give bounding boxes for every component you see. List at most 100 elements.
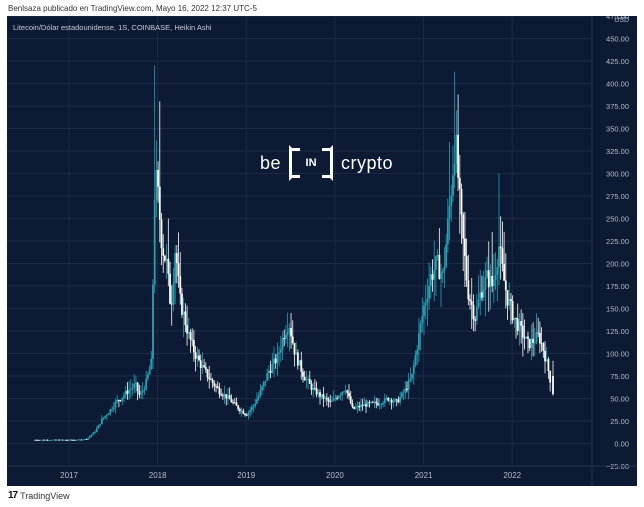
chart-area[interactable]: 475.00 450.00 425.00 400.00 375.00 350.00 325.…	[7, 16, 637, 486]
candle-body	[249, 410, 252, 413]
candle-body	[119, 400, 122, 402]
candle-body	[300, 360, 303, 372]
candle-body	[491, 275, 494, 286]
candle-body	[295, 352, 298, 355]
candle-body	[383, 398, 386, 403]
candle-body	[191, 339, 194, 341]
candle-body	[158, 186, 161, 220]
candle-body	[327, 399, 330, 402]
candle-body	[140, 392, 142, 395]
candle-body	[525, 336, 528, 339]
candle-body	[146, 374, 149, 379]
candle-body	[264, 380, 267, 382]
candle-body	[194, 352, 197, 359]
candle-body	[472, 304, 475, 320]
candle-body	[150, 358, 153, 370]
y-tick-label: 300.00	[606, 170, 629, 179]
candle-body	[394, 399, 396, 402]
candle-body	[521, 325, 524, 338]
y-tick-label: 150.00	[606, 305, 629, 314]
candle-body	[438, 254, 441, 280]
candle-body	[353, 406, 356, 409]
candle-body	[90, 434, 93, 437]
candle-body	[373, 401, 376, 403]
candle-body	[102, 417, 105, 419]
candle-body	[288, 328, 291, 333]
candle-body	[247, 412, 250, 416]
candle-body	[273, 358, 275, 364]
candle-body	[419, 323, 422, 334]
candle-body	[407, 380, 410, 390]
tradingview-logo[interactable]: 17 TradingView	[8, 490, 70, 501]
candle-body	[315, 388, 318, 395]
candle-body	[138, 390, 141, 395]
candle-body	[106, 414, 108, 416]
candle-body	[82, 439, 84, 441]
candle-body	[184, 311, 187, 326]
candle-body	[508, 299, 511, 306]
price-chart-svg[interactable]: 475.00 450.00 425.00 400.00 375.00 350.00 325.…	[7, 16, 637, 486]
candle-body	[245, 414, 248, 416]
candle-body	[192, 340, 195, 353]
candle-body	[70, 439, 73, 441]
y-tick-label: 400.00	[606, 80, 629, 89]
candle-body	[279, 349, 282, 353]
candle-body	[172, 283, 175, 305]
candle-body	[348, 392, 350, 397]
candle-body	[395, 399, 398, 401]
candle-body	[528, 338, 531, 349]
candle-body	[368, 402, 371, 403]
candle-body	[135, 382, 137, 384]
candle-body	[366, 402, 369, 407]
candle-body	[308, 379, 311, 384]
candle-body	[489, 275, 492, 288]
candle-body	[182, 311, 185, 315]
x-tick-label: 2017	[60, 471, 78, 480]
candle-body	[349, 396, 352, 404]
candle-body	[310, 383, 313, 391]
candle-body	[319, 392, 321, 397]
candle-body	[441, 271, 444, 274]
candle-body	[56, 439, 59, 441]
candle-body	[232, 402, 234, 404]
candle-body	[404, 388, 407, 393]
candle-body	[240, 410, 243, 412]
candle-body	[477, 299, 480, 307]
candle-body	[94, 431, 96, 433]
candle-body	[104, 415, 107, 418]
x-tick-label: 2021	[415, 471, 433, 480]
candle-body	[129, 388, 132, 390]
candle-body	[213, 382, 216, 387]
candle-body	[312, 388, 315, 391]
candle-body	[322, 394, 325, 399]
candle-body	[37, 440, 40, 441]
candle-body	[520, 321, 523, 326]
candle-body	[445, 244, 448, 267]
candle-body	[481, 292, 483, 298]
candle-body	[542, 343, 545, 351]
candle-body	[220, 394, 223, 396]
candle-body	[387, 397, 390, 401]
candle-body	[261, 386, 263, 391]
candle-body	[77, 439, 79, 441]
candle-body	[344, 390, 347, 392]
price-unit-label: USD	[614, 17, 629, 24]
candle-body	[496, 267, 499, 275]
candle-body	[435, 256, 437, 270]
candle-body	[527, 336, 529, 339]
candle-body	[392, 401, 395, 403]
candle-body	[95, 428, 98, 432]
candle-body	[516, 318, 519, 332]
candle-body	[274, 358, 277, 364]
candle-body	[518, 321, 521, 332]
candle-body	[458, 177, 461, 189]
candle-body	[492, 279, 495, 286]
candle-body	[41, 439, 44, 441]
candle-body	[71, 439, 74, 441]
y-tick-label: 125.00	[606, 327, 629, 336]
candle-body	[42, 439, 45, 441]
candle-body	[228, 395, 231, 400]
candle-body	[211, 379, 214, 383]
candle-body	[375, 401, 378, 404]
candle-body	[131, 387, 134, 389]
